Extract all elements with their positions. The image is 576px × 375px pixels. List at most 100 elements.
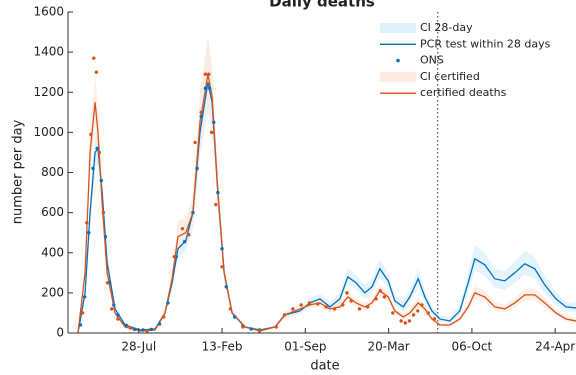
dot [324,305,328,309]
dot [228,307,233,311]
dot [187,232,191,237]
dot [172,255,176,259]
dot [78,323,83,327]
legend-label: PCR test within 28 days [420,37,551,50]
dot [199,110,203,115]
dot [209,130,214,135]
legend: CI 28-day PCR test within 28 days ONS CI ce… [380,21,551,99]
dot [101,210,106,215]
dot [124,323,128,328]
dot [332,307,337,311]
y-tick-label: 1200 [33,85,64,99]
dot [374,297,378,301]
dot [191,210,195,215]
dot [299,303,303,307]
dot [426,311,430,315]
dot [128,326,133,330]
dot [382,295,387,299]
dot [207,86,212,90]
dot [366,305,370,309]
line [77,74,576,333]
dot [162,315,166,319]
dot [316,302,320,306]
dot [193,140,197,145]
dot [97,150,101,155]
dot [141,328,145,332]
dot [207,72,211,76]
x-tick-label: 13-Feb [202,340,243,354]
y-tick-label: 0 [56,326,64,340]
dot [399,319,403,323]
dot [411,313,416,317]
dot [212,120,216,125]
dot [182,240,187,244]
dot [357,307,362,311]
y-tick-label: 400 [41,245,64,259]
dot [241,325,245,329]
dot [80,311,85,315]
dot [282,313,287,317]
dot [407,319,412,323]
dot [349,299,353,303]
dot [391,311,395,315]
dot [105,281,110,285]
dot [195,166,199,171]
chart-title: Daily deaths [269,0,375,11]
dot [85,220,89,225]
legend-label: ONS [420,54,444,67]
dot [249,327,253,331]
y-tick-label: 600 [41,205,64,219]
legend-label: certified deaths [420,86,507,99]
dot [95,146,99,151]
dot [157,322,162,326]
dot [203,86,208,90]
dot [132,327,137,332]
legend-label: CI 28-day [420,21,473,34]
dot [116,317,120,321]
legend-swatch [396,58,400,63]
x-tick-label: 01-Sep [284,340,326,354]
dot [274,325,278,329]
dot [82,295,87,299]
x-axis-label: date [310,359,339,374]
dot [378,289,382,293]
dot [94,70,99,74]
dot [232,315,237,319]
ci-band [77,36,576,333]
dot [432,317,437,321]
legend-swatch [380,71,416,82]
dot [91,166,95,171]
legend-label: CI certified [420,70,480,83]
dot [220,247,224,251]
dot [180,226,185,231]
dot [112,303,116,307]
x-tick-label: 24-Apr [535,340,575,354]
y-tick-label: 800 [41,165,64,179]
dot [145,329,149,333]
y-tick-label: 1400 [33,45,64,59]
dot [166,301,170,305]
line [77,82,576,333]
dot [116,313,120,317]
dot [110,307,114,311]
dot [87,230,91,235]
dot [291,307,295,311]
dot [214,202,218,207]
dot [220,265,224,269]
dot [149,327,153,332]
y-tick-label: 1000 [33,125,64,139]
dot [92,56,96,60]
dot [345,291,349,295]
y-axis-label: number per day [11,119,26,224]
dot [99,178,104,183]
dot [341,303,345,307]
y-tick-label: 200 [41,285,64,299]
dot [416,309,420,313]
dot [203,72,208,76]
dot [257,329,262,333]
y-tick-label: 1600 [33,5,64,19]
x-tick-label: 28-Jul [121,340,156,354]
x-tick-label: 20-Mar [367,340,409,354]
plot-area [77,36,576,333]
